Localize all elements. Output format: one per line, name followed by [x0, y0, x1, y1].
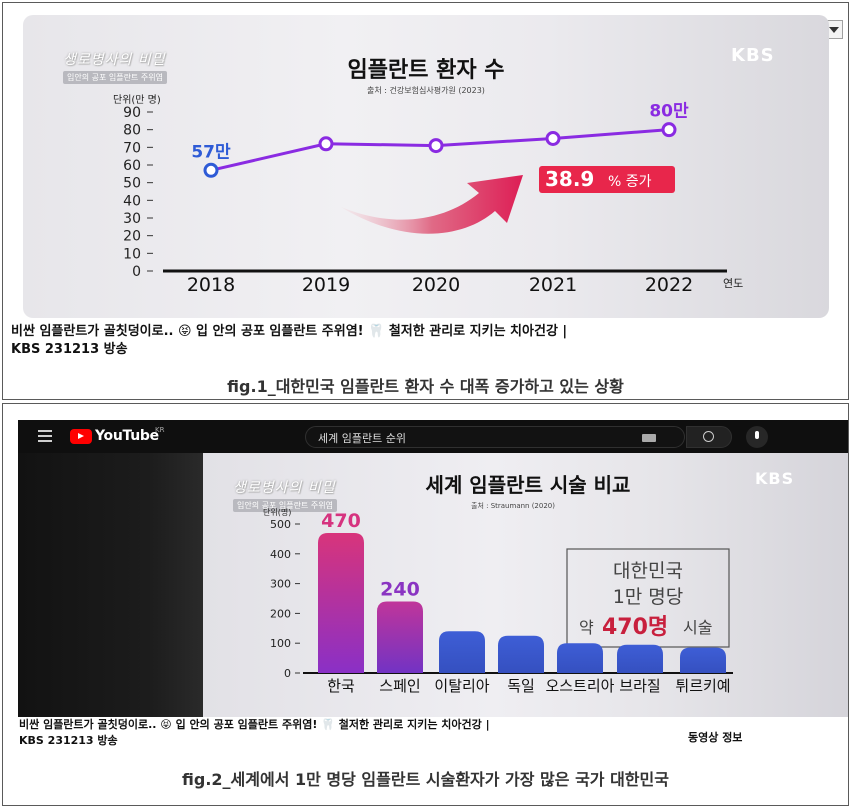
x-tick-label: 2021 [529, 274, 577, 296]
increase-value: 38.9 [545, 167, 594, 191]
y-tick-label: 20 [123, 229, 141, 245]
hamburger-menu-icon[interactable] [38, 430, 52, 442]
video-frame-2[interactable]: 생로병사의 비밀 입안의 공포 임플란트 주위염 KBS [203, 453, 848, 717]
highlight-box-line1: 대한민국 [613, 560, 683, 582]
keyboard-icon[interactable] [642, 434, 656, 442]
y-axis-label: 단위(명) [263, 507, 291, 517]
video-caption-2-line1: 비싼 임플란트가 골칫덩이로.. 😝 입 안의 공포 임플란트 주위염! 🦷 철… [19, 718, 490, 731]
bar-한국 [318, 532, 364, 673]
figure-2-caption: fig.2_세계에서 1만 명당 임플란트 시술환자가 가장 많은 국가 대한민… [182, 770, 669, 789]
chart-2-title: 세계 임플란트 시술 비교 [426, 473, 631, 497]
y-tick-label: 30 [123, 211, 141, 227]
highlight-box-line2: 1만 명당 [613, 586, 684, 608]
chart-1-title: 임플란트 환자 수 [348, 58, 505, 83]
world-implant-bar-chart: 세계 임플란트 시술 비교 출처 : Straumann (2020) 대한민국… [263, 473, 733, 695]
video-caption-2: 비싼 임플란트가 골칫덩이로.. 😝 입 안의 공포 임플란트 주위염! 🦷 철… [19, 717, 659, 749]
x-axis-label: 연도 [723, 277, 743, 290]
bar-이탈리아 [439, 631, 485, 673]
x-tick-label: 2019 [302, 274, 350, 296]
increase-badge [539, 166, 675, 193]
data-point [318, 136, 334, 152]
youtube-logo-icon[interactable] [70, 429, 92, 444]
search-query: 세계 임플란트 순위 [318, 432, 406, 445]
x-tick-label: 스페인 [379, 677, 420, 695]
search-input[interactable]: 세계 임플란트 순위 [305, 426, 685, 448]
y-tick-label: 500 [270, 518, 291, 531]
y-tick-label: 10 [123, 246, 141, 262]
data-point [428, 138, 444, 154]
increase-suffix: % 증가 [608, 174, 652, 190]
y-tick-label: 300 [270, 578, 291, 591]
y-axis-label: 단위(만 명) [113, 93, 161, 106]
x-tick-label: 2020 [412, 274, 460, 296]
bar-브라질 [617, 644, 663, 673]
video-info-link[interactable]: 동영상 정보 [688, 731, 743, 744]
x-tick-label: 튀르키예 [675, 677, 730, 695]
y-tick-label: 80 [123, 123, 141, 139]
highlight-box-value: 470명 [602, 615, 668, 640]
youtube-region-label: KR [155, 426, 165, 434]
figure-1-caption: fig.1_대한민국 임플란트 환자 수 대폭 증가하고 있는 상황 [227, 377, 624, 396]
y-tick-label: 100 [270, 637, 291, 650]
x-tick-label: 브라질 [619, 677, 660, 695]
youtube-top-bar: YouTube KR 세계 임플란트 순위 [18, 420, 848, 453]
chart-1-source: 출처 : 건강보험심사평가원 (2023) [367, 85, 485, 95]
bar-오스트리아 [557, 643, 603, 673]
increase-arrow [341, 175, 523, 234]
data-point [661, 122, 677, 138]
video-caption-1-line2: KBS 231213 방송 [11, 342, 128, 357]
x-tick-label: 독일 [507, 677, 535, 695]
bar-튀르키예 [680, 647, 726, 673]
kbs-watermark: KBS [755, 469, 795, 488]
data-label: 240 [380, 578, 420, 600]
player-left-dark-area [18, 453, 203, 717]
patient-count-line-chart: 38.9 % 증가 임플란트 환자 수 출처 : 건강보험심사평가원 (2023… [113, 58, 743, 296]
y-tick-label: 400 [270, 548, 291, 561]
video-frame-1[interactable]: 생로병사의 비밀 입안의 공포 임플란트 주위염 KBS 38.9 % 증가 임… [23, 15, 829, 318]
program-logo-title: 생로병사의 비밀 [233, 480, 336, 496]
figure-1-panel: 생로병사의 비밀 입안의 공포 임플란트 주위염 KBS 38.9 % 증가 임… [2, 2, 849, 400]
video-caption-1: 비싼 임플란트가 골칫덩이로.. 😝 입 안의 공포 임플란트 주위염! 🦷 철… [11, 323, 846, 359]
microphone-icon[interactable] [746, 426, 768, 448]
x-tick-label: 한국 [327, 677, 355, 695]
data-label: 470 [321, 510, 361, 532]
program-logo: 생로병사의 비밀 입안의 공포 임플란트 주위염 [63, 49, 167, 84]
program-logo: 생로병사의 비밀 입안의 공포 임플란트 주위염 [233, 477, 337, 512]
search-button[interactable] [686, 426, 732, 448]
highlight-box-prefix: 약 [579, 618, 594, 637]
y-tick-label: 50 [123, 176, 141, 192]
video-caption-1-line1: 비싼 임플란트가 골칫덩이로.. 😝 입 안의 공포 임플란트 주위염! 🦷 철… [11, 324, 568, 339]
data-label: 80만 [649, 102, 689, 122]
y-tick-label: 70 [123, 140, 141, 156]
x-tick-label: 오스트리아 [545, 677, 614, 695]
figure-2-panel: YouTube KR 세계 임플란트 순위 생로병사의 비밀 입안의 공포 임플… [2, 403, 849, 806]
program-logo-subtitle: 입안의 공포 임플란트 주위염 [63, 71, 167, 84]
y-tick-label: 60 [123, 158, 141, 174]
bar-스페인 [377, 601, 423, 673]
kbs-watermark: KBS [731, 45, 775, 66]
y-tick-label: 0 [284, 667, 291, 680]
x-tick-label: 2022 [645, 274, 693, 296]
highlight-box-suffix: 시술 [683, 618, 712, 637]
data-label: 57만 [191, 142, 231, 162]
video-caption-2-line2: KBS 231213 방송 [19, 734, 118, 747]
y-tick-label: 40 [123, 193, 141, 209]
bar-독일 [498, 635, 544, 673]
x-tick-label: 이탈리아 [434, 677, 489, 695]
data-point [203, 162, 219, 178]
y-tick-label: 90 [123, 105, 141, 121]
program-logo-title: 생로병사의 비밀 [63, 52, 166, 68]
data-point [545, 131, 561, 146]
y-tick-label: 0 [132, 264, 141, 280]
y-tick-label: 200 [270, 607, 291, 620]
program-logo-subtitle: 입안의 공포 임플란트 주위염 [233, 499, 337, 512]
x-tick-label: 2018 [187, 274, 235, 296]
chart-2-source: 출처 : Straumann (2020) [471, 501, 555, 510]
youtube-wordmark[interactable]: YouTube [95, 428, 159, 444]
